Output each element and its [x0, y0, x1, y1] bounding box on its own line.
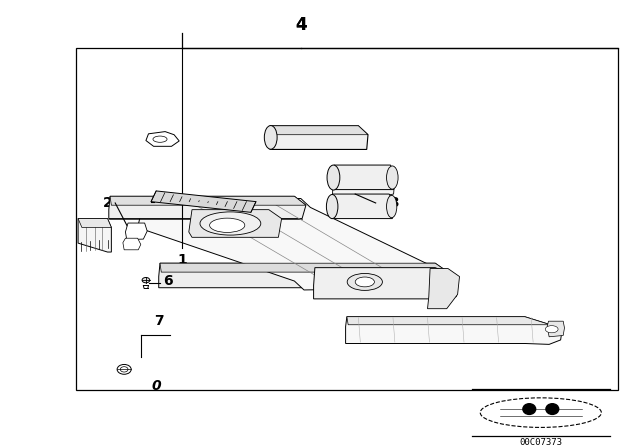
Polygon shape — [123, 238, 141, 250]
Ellipse shape — [142, 277, 150, 283]
Polygon shape — [78, 219, 111, 252]
Polygon shape — [146, 132, 179, 146]
Polygon shape — [151, 191, 256, 212]
Text: 00C07373: 00C07373 — [519, 438, 563, 447]
Ellipse shape — [327, 165, 340, 190]
Polygon shape — [332, 194, 394, 219]
Ellipse shape — [523, 404, 536, 414]
Ellipse shape — [120, 366, 128, 372]
Ellipse shape — [264, 125, 277, 149]
Polygon shape — [110, 196, 306, 205]
Ellipse shape — [153, 136, 167, 142]
Text: 5: 5 — [141, 194, 151, 209]
Ellipse shape — [117, 365, 131, 374]
Text: 6: 6 — [163, 274, 173, 288]
Polygon shape — [333, 165, 396, 190]
Polygon shape — [346, 317, 562, 345]
Text: 4: 4 — [295, 16, 307, 34]
Ellipse shape — [200, 212, 261, 235]
Polygon shape — [347, 317, 550, 325]
Ellipse shape — [480, 398, 602, 427]
Text: 4: 4 — [295, 16, 307, 34]
Polygon shape — [547, 321, 564, 337]
Polygon shape — [160, 263, 448, 272]
Polygon shape — [159, 263, 448, 288]
Polygon shape — [314, 267, 458, 299]
Polygon shape — [270, 126, 368, 135]
Text: 0: 0 — [152, 379, 162, 393]
Ellipse shape — [546, 404, 559, 414]
Ellipse shape — [545, 326, 558, 333]
Ellipse shape — [326, 194, 338, 219]
Ellipse shape — [387, 195, 397, 218]
Ellipse shape — [210, 218, 244, 233]
Polygon shape — [125, 223, 147, 240]
Polygon shape — [189, 210, 282, 237]
Text: 7: 7 — [154, 314, 164, 328]
Text: 3: 3 — [388, 196, 399, 210]
Polygon shape — [332, 169, 395, 205]
Polygon shape — [269, 126, 368, 150]
Polygon shape — [138, 198, 448, 290]
Polygon shape — [109, 196, 306, 219]
Text: 1: 1 — [177, 253, 188, 267]
Ellipse shape — [387, 166, 398, 189]
Text: 2: 2 — [102, 196, 113, 210]
Ellipse shape — [347, 273, 383, 290]
Bar — [76, 48, 618, 390]
Polygon shape — [78, 219, 111, 228]
Ellipse shape — [355, 277, 374, 287]
Polygon shape — [428, 268, 460, 309]
